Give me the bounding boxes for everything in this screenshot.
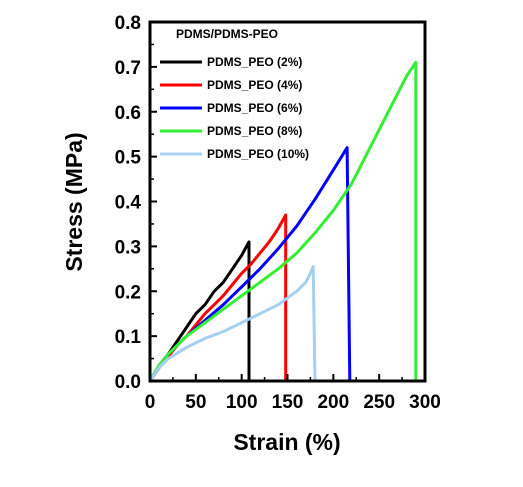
- legend-label-1: PDMS_PEO (2%): [207, 55, 302, 69]
- legend: PDMS/PDMS-PEO PDMS_PEO (2%) PDMS_PEO (4%)…: [160, 27, 309, 161]
- legend-label-5: PDMS_PEO (10%): [207, 147, 309, 161]
- legend-label-3: PDMS_PEO (6%): [207, 101, 302, 115]
- x-tick-label: 150: [272, 392, 304, 413]
- x-tick-label: 100: [226, 392, 258, 413]
- x-tick-label: 200: [317, 392, 349, 413]
- series-line-4: [150, 60, 418, 381]
- y-tick-label: 0.0: [115, 372, 141, 393]
- x-axis-title: Strain (%): [233, 429, 340, 455]
- legend-title: PDMS/PDMS-PEO: [176, 27, 278, 41]
- x-tick-label: 50: [185, 392, 206, 413]
- legend-label-2: PDMS_PEO (4%): [207, 78, 302, 92]
- series-line-5: [150, 265, 317, 381]
- series-layer: [150, 60, 418, 381]
- y-axis: 0.0 0.1 0.2 0.3 0.4 0.5 0.6 0.7 0.8: [115, 13, 157, 393]
- x-axis: 0 50 100 150 200 250 300: [145, 374, 441, 413]
- y-tick-label: 0.1: [115, 327, 142, 348]
- plot-frame: [148, 20, 427, 383]
- y-tick-label: 0.2: [115, 282, 141, 303]
- y-tick-label: 0.5: [115, 148, 142, 169]
- y-tick-label: 0.4: [115, 193, 142, 214]
- x-tick-label: 300: [409, 392, 441, 413]
- legend-label-4: PDMS_PEO (8%): [207, 124, 302, 138]
- y-tick-label: 0.3: [115, 237, 141, 258]
- y-tick-label: 0.8: [115, 13, 141, 34]
- y-tick-label: 0.6: [115, 103, 141, 124]
- y-axis-title: Stress (MPa): [61, 132, 87, 271]
- x-tick-label: 250: [363, 392, 395, 413]
- x-tick-label: 0: [145, 392, 156, 413]
- y-tick-label: 0.7: [115, 58, 141, 79]
